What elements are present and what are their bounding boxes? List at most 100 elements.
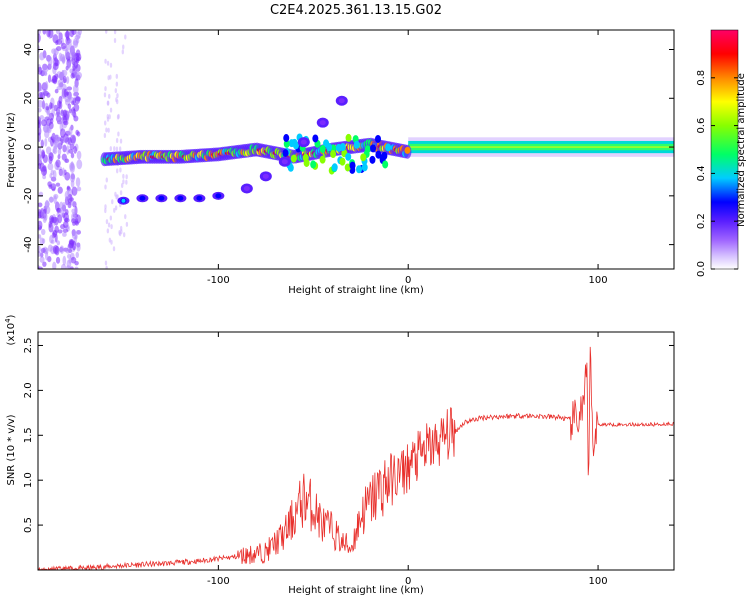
noise-speck: [104, 184, 107, 190]
noise-speck: [70, 72, 75, 79]
noise-speck: [119, 138, 123, 144]
noise-speck: [125, 179, 128, 185]
scatter-blob: [385, 143, 392, 152]
noise-speck: [44, 138, 48, 147]
scatter-blob: [331, 163, 338, 172]
noise-speck: [115, 97, 118, 103]
noise-speck: [69, 30, 75, 38]
scatter-blob: [344, 163, 351, 172]
branch-core: [262, 173, 269, 179]
noise-speck: [113, 37, 117, 43]
noise-speck: [42, 90, 49, 97]
noise-speck: [103, 92, 107, 98]
colorbar-tick-label: 0.4: [696, 165, 707, 181]
noise-speck: [52, 245, 59, 255]
noise-speck: [56, 106, 61, 117]
noise-speck: [44, 199, 50, 209]
noise-speck: [38, 107, 42, 113]
scatter-blob: [345, 152, 352, 161]
noise-speck: [74, 266, 79, 269]
noise-speck: [56, 39, 63, 45]
noise-speck: [48, 156, 53, 164]
noise-speck: [116, 93, 119, 99]
secondary-core: [177, 195, 184, 201]
noise-speck: [39, 256, 45, 263]
scatter-blob: [319, 155, 326, 164]
noise-speck: [47, 255, 52, 263]
noise-speck: [75, 251, 80, 258]
noise-speck: [104, 120, 107, 126]
noise-speck: [62, 201, 66, 210]
noise-speck: [62, 228, 69, 233]
noise-speck: [38, 251, 42, 257]
noise-speck: [71, 186, 78, 196]
noise-speck: [45, 106, 50, 111]
x-tick-label: 0: [405, 275, 411, 286]
noise-speck: [38, 162, 42, 170]
noise-speck: [57, 229, 63, 234]
noise-speck: [116, 114, 120, 120]
noise-speck: [70, 172, 76, 183]
noise-speck: [112, 246, 116, 252]
noise-speck: [118, 230, 121, 236]
noise-speck: [67, 202, 72, 209]
noise-speck: [75, 56, 81, 62]
y-tick-label: 2.5: [23, 338, 34, 354]
scatter-blob: [319, 144, 326, 153]
noise-speck: [40, 166, 47, 177]
noise-speck: [52, 62, 59, 71]
secondary-core: [158, 195, 165, 201]
noise-speck: [38, 202, 43, 208]
noise-speck: [105, 219, 109, 225]
ridge-blob: [404, 146, 411, 154]
noise-speck: [69, 143, 75, 150]
scatter-blob: [326, 143, 333, 152]
y-tick-label: 40: [23, 43, 34, 56]
noise-speck: [64, 158, 70, 163]
noise-speck: [54, 73, 59, 80]
branch-core: [281, 159, 288, 165]
noise-speck: [45, 146, 52, 155]
noise-speck: [65, 40, 72, 50]
noise-speck: [50, 117, 54, 124]
noise-speck: [76, 71, 83, 79]
scatter-blob: [349, 161, 356, 170]
noise-speck: [54, 88, 59, 94]
noise-speck: [74, 234, 78, 240]
noise-speck: [113, 146, 116, 152]
noise-speck: [47, 162, 54, 171]
noise-speck: [116, 168, 119, 174]
noise-speck: [38, 33, 41, 43]
snr-panel: -100 0 100 0.5 1.0 1.5 2.0 2.5 Height of straigh…: [4, 314, 675, 596]
y-tick-label: 0: [23, 144, 34, 150]
noise-speck: [57, 154, 61, 160]
noise-speck: [67, 103, 72, 110]
noise-speck: [120, 183, 124, 189]
noise-speck: [106, 100, 110, 106]
noise-speck: [119, 225, 123, 231]
noise-speck: [56, 240, 61, 246]
multiplier-base: (x10: [6, 323, 17, 346]
noise-speck: [44, 81, 49, 91]
noise-speck: [60, 224, 66, 230]
noise-speck: [109, 62, 113, 68]
noise-speck: [62, 144, 67, 153]
multiplier-exponent: 4: [4, 318, 12, 323]
scatter-blob: [310, 160, 317, 169]
x-tick-label: 100: [589, 275, 608, 286]
noise-speck: [40, 149, 46, 159]
noise-speck: [70, 110, 75, 116]
noise-speck: [71, 51, 76, 60]
noise-speck: [76, 159, 83, 170]
noise-speck: [118, 146, 122, 152]
figure-title: C2E4.2025.361.13.15.G02: [270, 3, 442, 18]
noise-speck: [76, 186, 82, 192]
noise-speck: [119, 190, 123, 196]
noise-speck: [122, 179, 125, 185]
scatter-blob: [339, 143, 346, 152]
noise-speck: [69, 162, 75, 171]
noise-speck: [60, 42, 67, 50]
scatter-blob: [283, 139, 290, 148]
noise-speck: [47, 244, 53, 252]
noise-speck: [121, 49, 125, 55]
